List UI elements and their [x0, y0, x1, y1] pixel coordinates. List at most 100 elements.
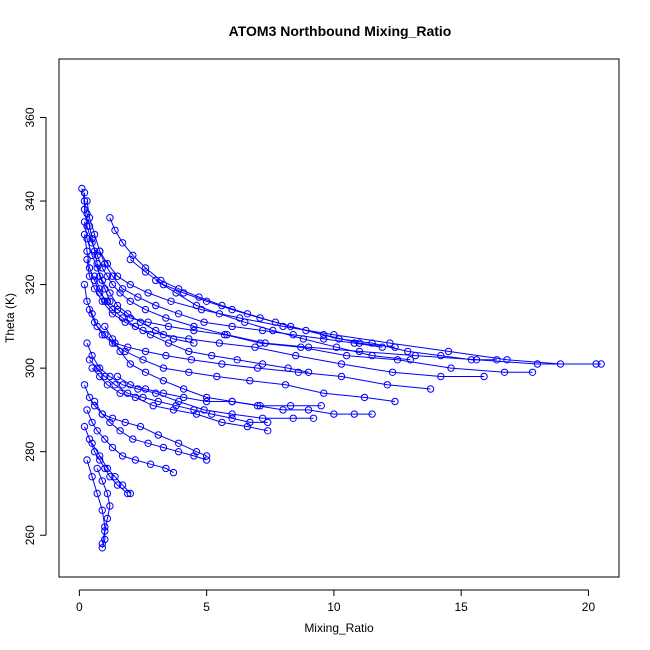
- data-point: [172, 402, 180, 410]
- data-point: [126, 360, 135, 368]
- data-point: [241, 318, 249, 326]
- data-point: [90, 402, 99, 410]
- data-point: [108, 414, 117, 422]
- data-point: [103, 260, 112, 268]
- data-point: [80, 280, 89, 289]
- data-point: [309, 414, 318, 422]
- data-point: [118, 239, 127, 247]
- y-tick-label: 360: [23, 107, 37, 127]
- data-point: [152, 276, 160, 285]
- data-point: [299, 335, 308, 343]
- data-point: [106, 297, 114, 305]
- chart-title: ATOM3 Northbound Mixing_Ratio: [229, 23, 452, 39]
- series-line: [94, 401, 207, 461]
- data-point: [80, 422, 89, 431]
- data-point: [106, 214, 114, 222]
- data-point: [113, 481, 122, 489]
- data-point: [83, 406, 91, 414]
- data-point: [228, 397, 236, 406]
- data-point: [113, 372, 122, 381]
- data-point: [88, 439, 96, 447]
- data-point: [192, 301, 201, 310]
- data-point: [437, 351, 445, 360]
- data-point: [101, 297, 109, 305]
- data-point: [246, 377, 254, 385]
- data-point: [215, 339, 224, 347]
- data-point: [126, 297, 135, 305]
- data-point: [116, 347, 124, 356]
- y-tick-label: 340: [23, 191, 37, 211]
- data-point: [185, 347, 193, 356]
- data-point: [83, 247, 91, 255]
- data-point: [528, 368, 537, 376]
- data-series: [88, 364, 272, 435]
- plot-area: [78, 184, 605, 552]
- data-point: [180, 289, 188, 297]
- data-series: [78, 184, 114, 305]
- data-point: [330, 410, 338, 418]
- data-series: [96, 247, 386, 351]
- data-point: [187, 356, 196, 364]
- data-point: [106, 418, 114, 427]
- data-point: [93, 427, 101, 435]
- data-point: [256, 402, 264, 410]
- data-point: [80, 218, 89, 226]
- data-point: [126, 381, 135, 389]
- series-line: [89, 359, 268, 423]
- data-series: [90, 272, 313, 376]
- data-point: [437, 372, 445, 381]
- data-point: [80, 197, 89, 205]
- data-point: [597, 360, 605, 368]
- series-line: [94, 276, 309, 373]
- data-point: [106, 372, 114, 381]
- data-point: [121, 347, 129, 356]
- data-point: [144, 289, 152, 297]
- data-point: [90, 397, 99, 406]
- data-point: [93, 464, 101, 473]
- data-point: [159, 443, 168, 452]
- data-series: [113, 372, 325, 410]
- data-point: [134, 385, 142, 393]
- data-point: [83, 209, 91, 218]
- data-point: [467, 356, 476, 364]
- series-line: [84, 284, 431, 390]
- data-point: [83, 339, 91, 347]
- data-point: [337, 360, 346, 368]
- data-point: [139, 356, 147, 364]
- data-point: [111, 473, 119, 481]
- data-point: [118, 285, 127, 293]
- data-point: [404, 347, 412, 356]
- data-point: [101, 260, 109, 268]
- data-point: [503, 356, 511, 364]
- data-point: [98, 544, 107, 552]
- data-point: [98, 297, 107, 305]
- data-point: [213, 372, 221, 381]
- series-line: [117, 376, 322, 407]
- data-point: [83, 222, 91, 230]
- data-point: [360, 393, 369, 402]
- data-point: [111, 381, 119, 389]
- data-point: [101, 322, 109, 331]
- data-point: [88, 418, 96, 427]
- data-point: [85, 264, 94, 272]
- data-point: [253, 364, 262, 372]
- data-point: [152, 389, 160, 397]
- data-point: [302, 326, 310, 335]
- series-line: [89, 309, 396, 402]
- data-point: [159, 280, 168, 289]
- data-point: [139, 326, 147, 335]
- data-point: [141, 264, 150, 272]
- data-series: [83, 339, 318, 422]
- data-point: [146, 460, 155, 468]
- data-point: [93, 489, 101, 498]
- data-point: [93, 264, 101, 272]
- data-point: [113, 272, 122, 280]
- data-point: [152, 301, 160, 310]
- data-point: [426, 385, 435, 393]
- series-line: [109, 217, 497, 361]
- data-point: [88, 364, 96, 372]
- data-point: [83, 255, 91, 264]
- data-point: [368, 410, 376, 418]
- data-point: [218, 360, 226, 368]
- y-tick-label: 320: [23, 274, 37, 294]
